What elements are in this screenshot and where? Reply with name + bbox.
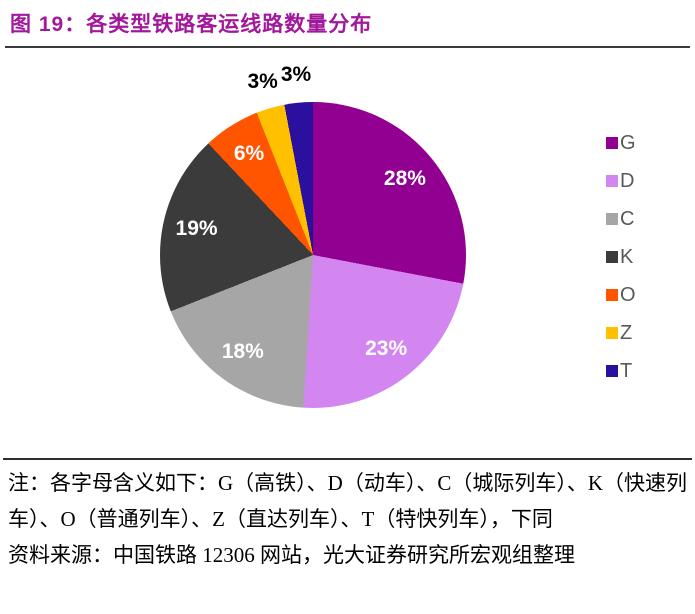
- legend-swatch-G: [606, 137, 618, 149]
- legend-item-Z: Z: [606, 314, 691, 352]
- legend-swatch-Z: [606, 327, 618, 339]
- legend-item-K: K: [606, 238, 691, 276]
- legend-item-D: D: [606, 162, 691, 200]
- slice-label-T: 3%: [280, 63, 312, 87]
- source-text: 资料来源：中国铁路 12306 网站，光大证券研究所宏观组整理: [8, 543, 575, 567]
- legend-item-G: G: [606, 124, 691, 162]
- slice-label-G: 28%: [383, 166, 426, 190]
- legend-label-D: D: [620, 170, 635, 192]
- pie-wrap: 28% 23% 18% 19% 6% 3% 3%: [160, 63, 466, 408]
- pie: [160, 102, 466, 408]
- legend-label-K: K: [620, 246, 634, 268]
- slice-label-O: 6%: [233, 142, 265, 166]
- legend-swatch-C: [606, 213, 618, 225]
- legend-label-Z: Z: [620, 322, 633, 344]
- figure-header: 图 19：各类型铁路客运线路数量分布: [0, 0, 695, 46]
- figure-title: 图 19：各类型铁路客运线路数量分布: [10, 13, 373, 36]
- legend-label-T: T: [620, 360, 633, 382]
- slice-label-K: 19%: [175, 216, 218, 240]
- legend-swatch-T: [606, 365, 618, 377]
- legend-label-C: C: [620, 208, 635, 230]
- legend-item-C: C: [606, 200, 691, 238]
- title-rule: [5, 46, 690, 48]
- footer-rule: [3, 458, 692, 460]
- slice-label-D: 23%: [365, 337, 408, 361]
- note-text: 注：各字母含义如下：G（高铁）、D（动车）、C（城际列车）、K（快速列车）、O（…: [8, 471, 688, 531]
- slice-label-Z: 3%: [247, 69, 278, 93]
- legend-label-G: G: [620, 132, 636, 154]
- legend-swatch-K: [606, 251, 618, 263]
- slice-label-C: 18%: [221, 339, 264, 363]
- legend-item-T: T: [606, 352, 691, 390]
- legend-label-O: O: [620, 284, 636, 306]
- legend-swatch-D: [606, 175, 618, 187]
- legend-item-O: O: [606, 276, 691, 314]
- figure-footer: 注：各字母含义如下：G（高铁）、D（动车）、C（城际列车）、K（快速列车）、O（…: [0, 460, 695, 573]
- legend-swatch-O: [606, 289, 618, 301]
